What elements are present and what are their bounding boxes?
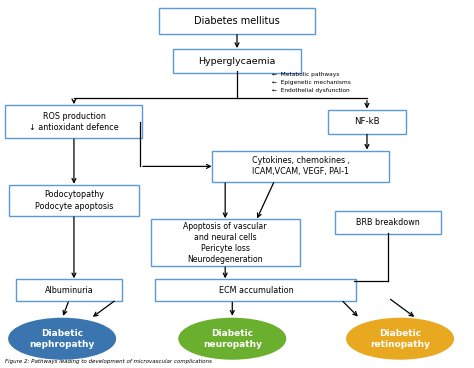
Ellipse shape xyxy=(179,319,285,359)
FancyBboxPatch shape xyxy=(335,210,441,234)
Text: BRB breakdown: BRB breakdown xyxy=(356,218,420,227)
FancyBboxPatch shape xyxy=(155,279,356,301)
FancyBboxPatch shape xyxy=(159,8,315,34)
FancyBboxPatch shape xyxy=(212,151,390,182)
Text: Cytokines, chemokines ,
ICAM,VCAM, VEGF, PAI-1: Cytokines, chemokines , ICAM,VCAM, VEGF,… xyxy=(252,156,350,176)
Text: Hyperglycaemia: Hyperglycaemia xyxy=(198,57,276,66)
Text: Podocytopathy
Podocyte apoptosis: Podocytopathy Podocyte apoptosis xyxy=(35,191,113,210)
Ellipse shape xyxy=(9,319,115,359)
FancyBboxPatch shape xyxy=(151,219,300,266)
FancyBboxPatch shape xyxy=(16,279,122,301)
Text: Diabetic
nephropathy: Diabetic nephropathy xyxy=(29,329,95,349)
Text: Diabetic
neuropathy: Diabetic neuropathy xyxy=(203,329,262,349)
FancyBboxPatch shape xyxy=(9,185,139,216)
Text: Albuminuria: Albuminuria xyxy=(45,286,93,295)
Text: Figure 2: Pathways leading to development of microvascular complications: Figure 2: Pathways leading to developmen… xyxy=(5,359,212,364)
Text: ←  Metabolic pathways: ← Metabolic pathways xyxy=(273,71,340,77)
FancyBboxPatch shape xyxy=(173,49,301,73)
FancyBboxPatch shape xyxy=(328,110,406,134)
Text: Diabetic
retinopathy: Diabetic retinopathy xyxy=(370,329,430,349)
Text: NF-kB: NF-kB xyxy=(354,117,380,126)
Text: ←  Endothelial dysfunction: ← Endothelial dysfunction xyxy=(273,88,350,93)
Ellipse shape xyxy=(347,319,453,359)
Text: Diabetes mellitus: Diabetes mellitus xyxy=(194,16,280,26)
Text: Apoptosis of vascular
and neural cells
Pericyte loss
Neurodegeneration: Apoptosis of vascular and neural cells P… xyxy=(183,222,267,264)
FancyBboxPatch shape xyxy=(5,105,143,138)
Text: ROS production
↓ antioxidant defence: ROS production ↓ antioxidant defence xyxy=(29,112,119,132)
Text: ←  Epigenetic mechanisms: ← Epigenetic mechanisms xyxy=(273,79,351,85)
Text: ECM accumulation: ECM accumulation xyxy=(219,286,293,295)
